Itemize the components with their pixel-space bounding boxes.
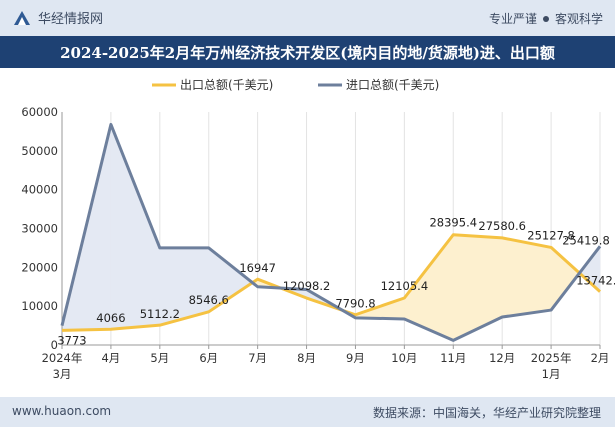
x-tick-label: 2025年 (531, 351, 572, 365)
data-label: 25127.8 (527, 228, 575, 242)
series-line-1 (61, 233, 602, 332)
difference-area (501, 237, 552, 318)
y-tick-label: 0 (51, 338, 58, 352)
top-bar: 华经情报网 专业严谨 客观科学 (0, 0, 615, 36)
chart-title: 2024-2025年2月年万州经济技术开发区(境内目的地/货源地)进、出口额 (60, 43, 555, 62)
x-tick-label: 2月 (591, 351, 610, 365)
footer: www.huaon.com 数据来源：中国海关，华经产业研究院整理 (0, 397, 615, 427)
x-tick-label: 4月 (101, 351, 120, 365)
data-source: 数据来源：中国海关，华经产业研究院整理 (372, 406, 601, 420)
slogan-tag-1: 专业严谨 (488, 12, 537, 26)
x-tick-label: 8月 (297, 351, 316, 365)
series-lines (60, 122, 602, 342)
data-labels: 3773 4066 5112.2 8546.6 16947 12098.2 7790.8 12… (57, 216, 615, 348)
bullet-dot-icon (542, 15, 549, 22)
data-label: 13742.4 (576, 274, 615, 288)
slogan: 专业严谨 客观科学 (489, 10, 603, 27)
legend: 出口总额(千美元) 进口总额(千美元) (152, 78, 439, 92)
y-tick-label: 20000 (21, 260, 58, 274)
series-line-2 (60, 122, 602, 342)
x-tick-label: 3月 (53, 367, 72, 381)
x-tick-label: 7月 (248, 351, 267, 365)
data-label: 8546.6 (189, 293, 229, 307)
data-label: 27580.6 (478, 219, 526, 233)
huajing-logo-icon (14, 10, 30, 25)
y-tick-label: 60000 (21, 105, 58, 119)
data-label: 5112.2 (140, 307, 180, 321)
brand-name: 华经情报网 (38, 12, 104, 27)
data-label: 12098.2 (283, 279, 331, 293)
line-chart: 出口总额(千美元) 进口总额(千美元) 0 10000 20000 30000 40000… (21, 78, 615, 381)
x-tick-label: 6月 (199, 351, 218, 365)
y-tick-label: 10000 (21, 299, 58, 313)
data-label: 4066 (96, 311, 125, 325)
x-tick-label: 10月 (391, 351, 417, 365)
legend-label: 出口总额(千美元) (180, 78, 273, 92)
legend-item-2: 进口总额(千美元) (318, 78, 439, 92)
y-tick-label: 30000 (21, 222, 58, 236)
title-bar: 2024-2025年2月年万州经济技术开发区(境内目的地/货源地)进、出口额 (0, 36, 615, 68)
y-tick-label: 40000 (21, 183, 58, 197)
x-tick-label: 9月 (346, 351, 365, 365)
legend-label: 进口总额(千美元) (346, 78, 439, 92)
data-label: 25419.8 (562, 233, 610, 247)
x-tick-label: 11月 (440, 351, 466, 365)
data-label: 28395.4 (429, 216, 477, 230)
difference-area (452, 234, 503, 341)
axes: 0 10000 20000 30000 40000 50000 60000 2024年 3月 4月… (21, 105, 609, 381)
x-tick-label: 2024年 (42, 351, 83, 365)
brand[interactable]: 华经情报网 (12, 8, 103, 27)
data-label: 16947 (239, 261, 276, 275)
x-tick-label: 1月 (542, 367, 561, 381)
data-label: 3773 (57, 333, 86, 347)
slogan-tag-2: 客观科学 (554, 12, 603, 26)
x-tick-label: 5月 (150, 351, 169, 365)
x-tick-label: 12月 (489, 351, 515, 365)
data-label: 12105.4 (381, 279, 429, 293)
y-tick-label: 50000 (21, 144, 58, 158)
legend-item-1: 出口总额(千美元) (152, 78, 273, 92)
website-link[interactable]: www.huaon.com (12, 404, 112, 418)
data-label: 7790.8 (335, 297, 375, 311)
